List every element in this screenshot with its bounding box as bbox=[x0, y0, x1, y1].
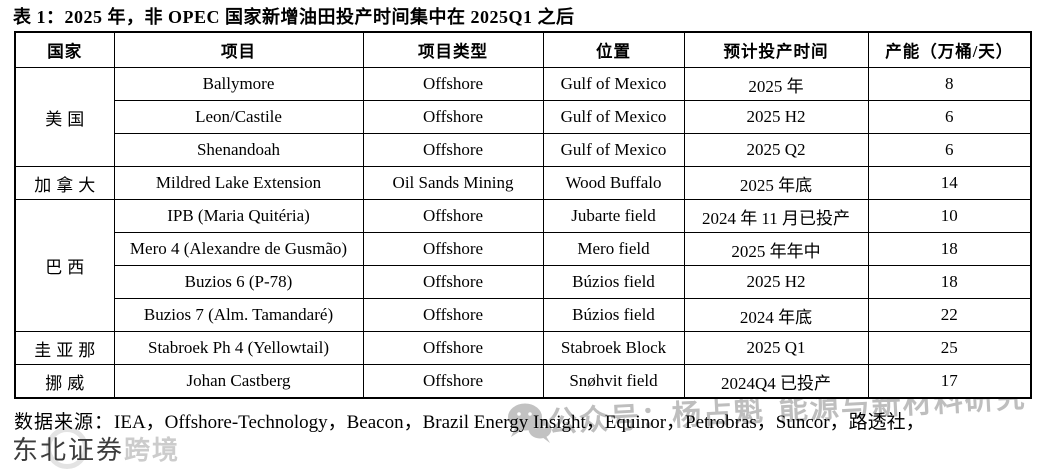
capacity-cell: 8 bbox=[867, 67, 1032, 101]
table-row: Leon/Castile Offshore Gulf of Mexico 202… bbox=[15, 100, 1032, 134]
capacity-cell: 10 bbox=[867, 199, 1032, 233]
projects-table: 国家 项目 项目类型 位置 预计投产时间 产能（万桶/天） 美国 Ballymo… bbox=[14, 31, 1032, 399]
watermark-brand: 东北证券跨境 bbox=[12, 430, 180, 467]
table-row: 加拿大 Mildred Lake Extension Oil Sands Min… bbox=[14, 166, 1032, 200]
location-cell: Búzios field bbox=[542, 298, 685, 332]
location-cell: Gulf of Mexico bbox=[542, 133, 685, 167]
country-cell: 挪威 bbox=[14, 364, 115, 399]
capacity-cell: 14 bbox=[867, 166, 1032, 200]
project-cell: Leon/Castile bbox=[113, 100, 364, 134]
time-cell: 2025 H2 bbox=[683, 100, 869, 134]
capacity-cell: 25 bbox=[867, 331, 1032, 365]
capacity-cell: 17 bbox=[867, 364, 1032, 399]
project-cell: Buzios 6 (P-78) bbox=[113, 265, 364, 299]
location-cell: Wood Buffalo bbox=[542, 166, 685, 200]
project-cell: Shenandoah bbox=[113, 133, 364, 167]
table-row: 美国 Ballymore Offshore Gulf of Mexico 202… bbox=[14, 67, 1032, 167]
table-row: 圭亚那 Stabroek Ph 4 (Yellowtail) Offshore … bbox=[14, 331, 1032, 365]
table-row: Buzios 7 (Alm. Tamandaré) Offshore Búzio… bbox=[15, 298, 1032, 332]
location-cell: Stabroek Block bbox=[542, 331, 685, 365]
data-source-text: IEA，Offshore-Technology，Beacon，Brazil En… bbox=[114, 412, 925, 433]
type-cell: Offshore bbox=[362, 232, 544, 266]
capacity-cell: 6 bbox=[867, 100, 1032, 134]
type-cell: Offshore bbox=[362, 298, 544, 332]
type-cell: Offshore bbox=[362, 133, 544, 167]
type-cell: Offshore bbox=[362, 199, 544, 233]
table-row: 挪威 Johan Castberg Offshore Snøhvit field… bbox=[14, 364, 1032, 399]
time-cell: 2025 H2 bbox=[683, 265, 869, 299]
capacity-cell: 18 bbox=[867, 232, 1032, 266]
location-cell: Snøhvit field bbox=[542, 364, 685, 399]
type-cell: Offshore bbox=[362, 364, 544, 399]
project-cell: Mero 4 (Alexandre de Gusmão) bbox=[113, 232, 364, 266]
page-title: 表 1：2025 年，非 OPEC 国家新增油田投产时间集中在 2025Q1 之… bbox=[13, 7, 575, 27]
table-row: Buzios 6 (P-78) Offshore Búzios field 20… bbox=[15, 265, 1032, 299]
project-cell: Ballymore bbox=[113, 67, 364, 101]
capacity-cell: 18 bbox=[867, 265, 1032, 299]
project-cell: Buzios 7 (Alm. Tamandaré) bbox=[113, 298, 364, 332]
country-cell: 美国 bbox=[14, 67, 115, 167]
capacity-cell: 6 bbox=[867, 133, 1032, 167]
col-header-location: 位置 bbox=[542, 31, 685, 68]
col-header-capacity: 产能（万桶/天） bbox=[867, 31, 1032, 68]
col-header-project: 项目 bbox=[113, 31, 364, 68]
location-cell: Mero field bbox=[542, 232, 685, 266]
type-cell: Oil Sands Mining bbox=[362, 166, 544, 200]
location-cell: Gulf of Mexico bbox=[542, 67, 685, 101]
table-row: 巴西 IPB (Maria Quitéria) Offshore Jubarte… bbox=[14, 199, 1032, 332]
country-cell: 巴西 bbox=[14, 199, 115, 332]
location-cell: Gulf of Mexico bbox=[542, 100, 685, 134]
header-row: 国家 项目 项目类型 位置 预计投产时间 产能（万桶/天） bbox=[14, 31, 1032, 68]
time-cell: 2025 年底 bbox=[683, 166, 869, 200]
capacity-cell: 22 bbox=[867, 298, 1032, 332]
type-cell: Offshore bbox=[362, 265, 544, 299]
data-source-label: 数据来源： bbox=[14, 412, 115, 433]
time-cell: 2025 年 bbox=[683, 67, 869, 101]
type-cell: Offshore bbox=[362, 67, 544, 101]
data-source-line: 数据来源：IEA，Offshore-Technology，Beacon，Braz… bbox=[14, 407, 1039, 434]
col-header-country: 国家 bbox=[14, 31, 115, 68]
type-cell: Offshore bbox=[362, 100, 544, 134]
time-cell: 2025 Q2 bbox=[683, 133, 869, 167]
type-cell: Offshore bbox=[362, 331, 544, 365]
wechat-icon bbox=[506, 401, 554, 452]
col-header-time: 预计投产时间 bbox=[683, 31, 869, 68]
table-row: Mero 4 (Alexandre de Gusmão) Offshore Me… bbox=[15, 232, 1032, 266]
time-cell: 2025 Q1 bbox=[683, 331, 869, 365]
project-cell: Johan Castberg bbox=[113, 364, 364, 399]
project-cell: Mildred Lake Extension bbox=[113, 166, 364, 200]
time-cell: 2024 年底 bbox=[683, 298, 869, 332]
time-cell: 2025 年年中 bbox=[683, 232, 869, 266]
table-row: Shenandoah Offshore Gulf of Mexico 2025 … bbox=[15, 133, 1032, 167]
watermark-brand-suffix: 跨境 bbox=[124, 436, 181, 465]
project-cell: Stabroek Ph 4 (Yellowtail) bbox=[113, 331, 364, 365]
time-cell: 2024 年 11 月已投产 bbox=[683, 199, 869, 233]
location-cell: Búzios field bbox=[542, 265, 685, 299]
location-cell: Jubarte field bbox=[542, 199, 685, 233]
time-cell: 2024Q4 已投产 bbox=[683, 364, 869, 399]
country-cell: 加拿大 bbox=[14, 166, 115, 200]
country-cell: 圭亚那 bbox=[14, 331, 115, 365]
col-header-type: 项目类型 bbox=[362, 31, 544, 68]
project-cell: IPB (Maria Quitéria) bbox=[113, 199, 364, 233]
watermark-brand-name: 东北证券 bbox=[12, 436, 125, 465]
